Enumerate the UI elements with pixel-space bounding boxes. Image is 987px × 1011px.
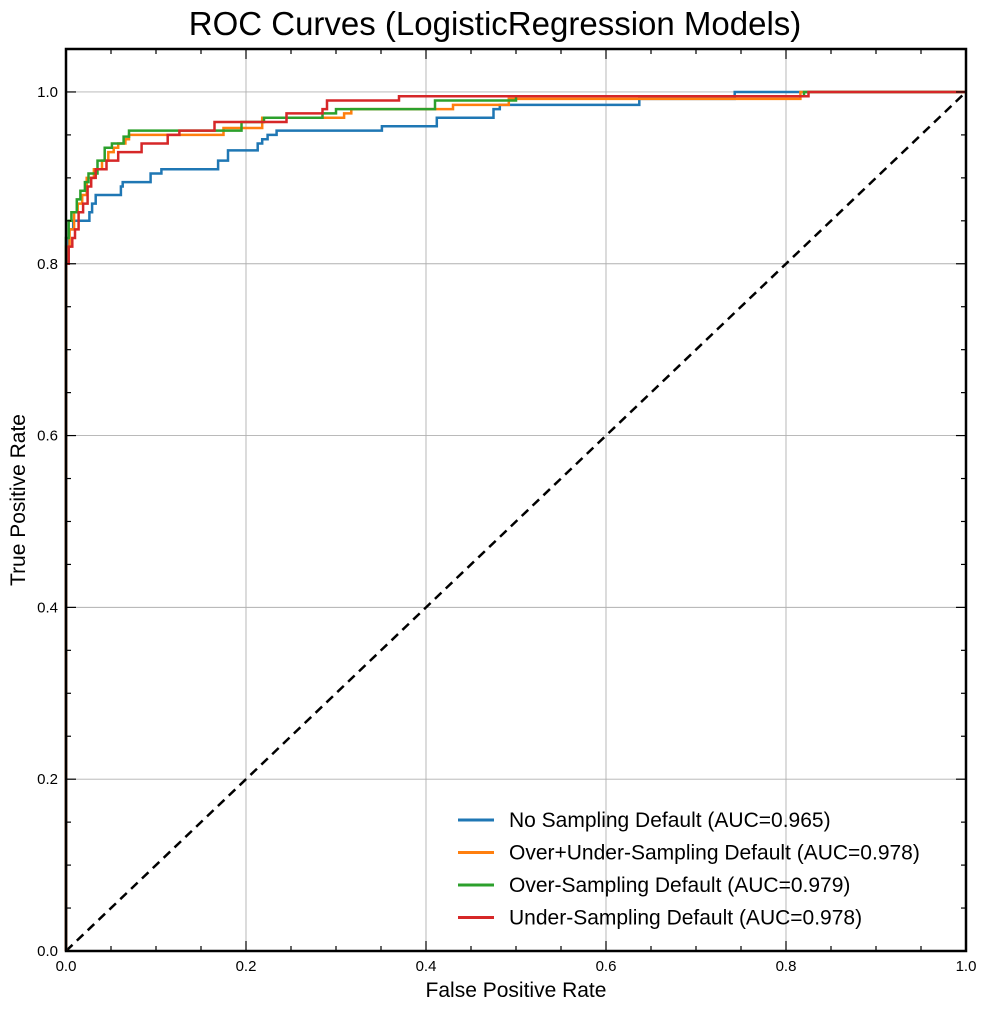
- y-tick-label: 0.0: [37, 943, 58, 960]
- x-tick-label: 0.4: [416, 958, 437, 975]
- diagonal-baseline: [65, 91, 967, 952]
- x-tick-label: 0.8: [776, 958, 797, 975]
- baseline-line: [65, 91, 967, 952]
- x-axis-label: False Positive Rate: [426, 979, 607, 1002]
- y-tick-label: 0.4: [37, 599, 58, 616]
- y-axis-label: True Positive Rate: [7, 414, 30, 586]
- x-tick-label: 0.2: [236, 958, 257, 975]
- y-tick-label: 0.8: [37, 256, 58, 273]
- legend-label-3: Over-Sampling Default (AUC=0.979): [509, 874, 850, 897]
- y-tick-label: 0.6: [37, 428, 58, 445]
- legend-label-4: Under-Sampling Default (AUC=0.978): [509, 907, 862, 930]
- legend-label-2: Over+Under-Sampling Default (AUC=0.978): [509, 842, 920, 865]
- x-tick-label: 0.0: [56, 958, 77, 975]
- x-tick-label: 1.0: [956, 958, 977, 975]
- y-tick-label: 0.2: [37, 771, 58, 788]
- tick-labels: 0.0 0.2 0.4 0.6 0.8 1.0 0.0 0.2 0.4 0.6 0.8 1.0: [37, 84, 976, 975]
- legend-label-1: No Sampling Default (AUC=0.965): [509, 809, 831, 832]
- legend: No Sampling Default (AUC=0.965) Over+Unde…: [458, 809, 920, 930]
- axis-ticks: [65, 48, 967, 952]
- series-line-1: [64, 90, 966, 951]
- x-tick-label: 0.6: [596, 958, 617, 975]
- y-tick-label: 1.0: [37, 84, 58, 101]
- chart-title: ROC Curves (LogisticRegression Models): [189, 5, 802, 42]
- series-line-3: [64, 90, 966, 951]
- series-lines: [64, 90, 966, 951]
- series-line-4: [64, 90, 966, 951]
